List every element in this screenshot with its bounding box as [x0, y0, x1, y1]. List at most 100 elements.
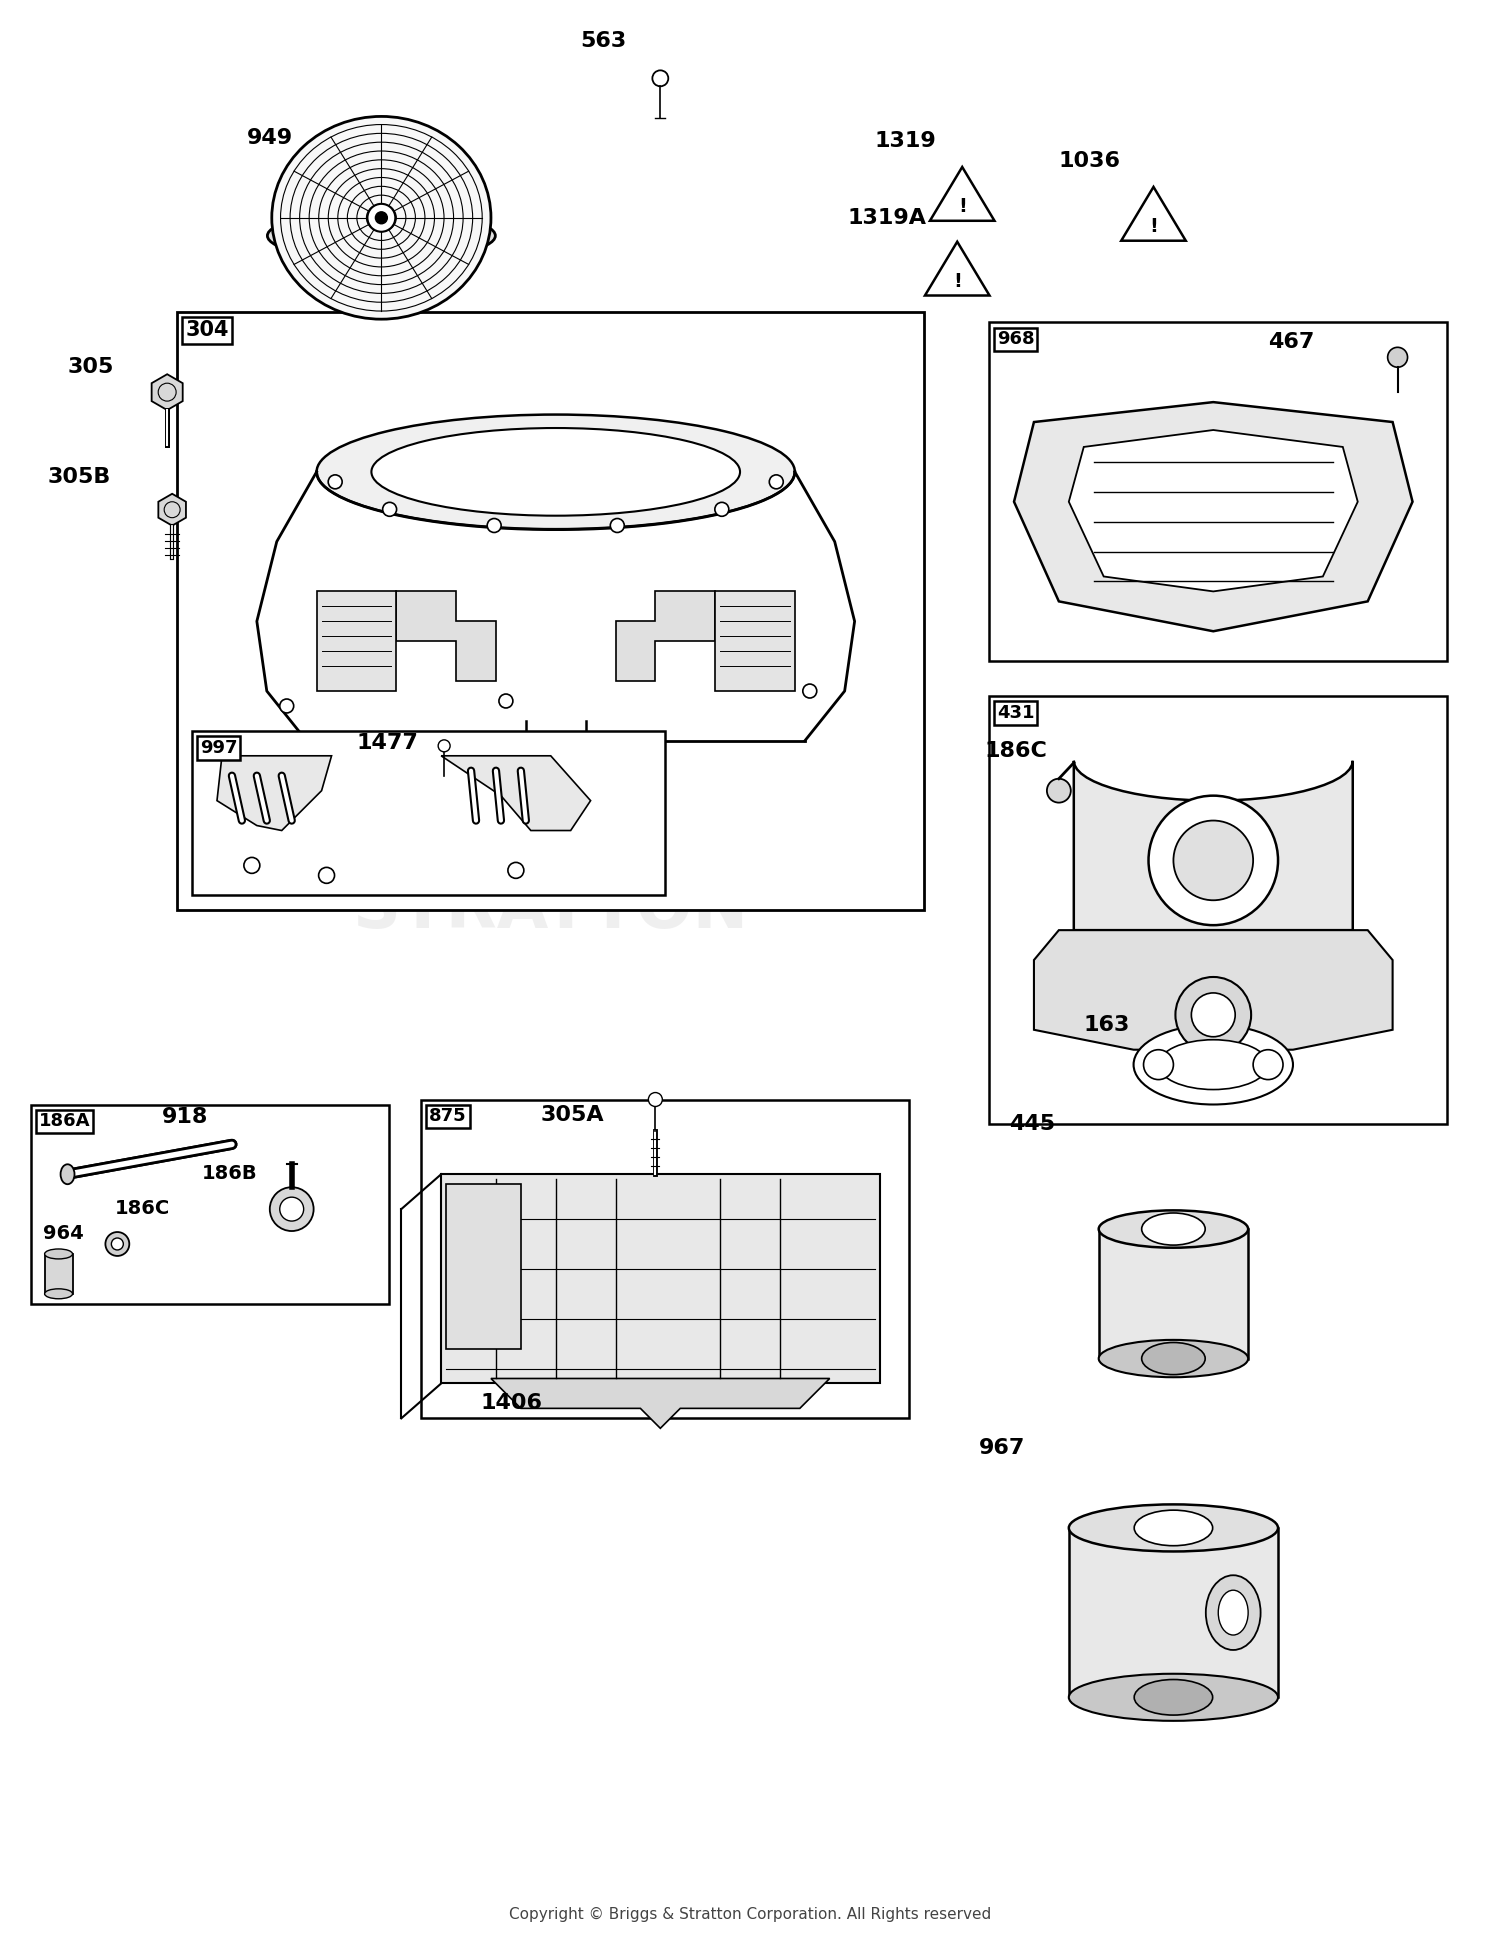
Text: 997: 997	[200, 740, 237, 757]
Bar	[988, 322, 1448, 662]
Circle shape	[1173, 821, 1252, 901]
Circle shape	[1176, 976, 1251, 1052]
Circle shape	[509, 862, 524, 879]
Polygon shape	[159, 493, 186, 526]
Polygon shape	[152, 375, 183, 410]
Bar	[1098, 1229, 1248, 1359]
Polygon shape	[316, 592, 396, 691]
Circle shape	[368, 204, 396, 231]
Ellipse shape	[1070, 1504, 1278, 1551]
Text: 186C: 186C	[114, 1200, 170, 1219]
Bar	[45, 1254, 72, 1295]
Polygon shape	[217, 755, 332, 831]
Text: 563: 563	[580, 31, 627, 52]
Circle shape	[1191, 994, 1234, 1036]
Text: 304: 304	[184, 320, 228, 340]
Text: BRIGGS &
STRATTON: BRIGGS & STRATTON	[352, 800, 748, 941]
Circle shape	[716, 503, 729, 516]
Ellipse shape	[267, 212, 495, 260]
Circle shape	[1388, 347, 1407, 367]
Text: !: !	[1149, 217, 1158, 237]
Polygon shape	[396, 592, 496, 681]
Ellipse shape	[45, 1289, 72, 1299]
Text: 1036: 1036	[1059, 151, 1120, 171]
Polygon shape	[930, 167, 994, 221]
Text: 163: 163	[1084, 1015, 1130, 1035]
Ellipse shape	[1134, 1025, 1293, 1104]
Circle shape	[802, 683, 818, 699]
Bar	[441, 1174, 879, 1384]
Ellipse shape	[1098, 1211, 1248, 1248]
Polygon shape	[615, 592, 716, 681]
Text: 467: 467	[1268, 332, 1314, 353]
Ellipse shape	[1134, 1679, 1212, 1716]
Circle shape	[500, 695, 513, 708]
Polygon shape	[1120, 186, 1186, 241]
Polygon shape	[1014, 402, 1413, 631]
Circle shape	[375, 212, 387, 223]
Text: 186C: 186C	[984, 741, 1047, 761]
Bar	[30, 1104, 390, 1304]
Circle shape	[488, 518, 501, 532]
Ellipse shape	[1070, 1673, 1278, 1722]
Text: 431: 431	[998, 705, 1035, 722]
Ellipse shape	[1158, 1040, 1268, 1089]
Circle shape	[1047, 778, 1071, 804]
Circle shape	[1252, 1050, 1282, 1079]
Text: 1477: 1477	[357, 734, 419, 753]
Bar	[1070, 1528, 1278, 1696]
Circle shape	[770, 476, 783, 489]
Circle shape	[1143, 1050, 1173, 1079]
Bar	[988, 697, 1448, 1124]
Circle shape	[648, 1093, 663, 1106]
Text: 964: 964	[42, 1225, 84, 1242]
Circle shape	[382, 503, 396, 516]
Text: 967: 967	[980, 1438, 1026, 1458]
Circle shape	[279, 1198, 303, 1221]
Ellipse shape	[1142, 1343, 1204, 1374]
Text: 186A: 186A	[39, 1112, 90, 1130]
Bar	[177, 313, 924, 910]
Polygon shape	[1074, 761, 1353, 930]
Text: 445: 445	[1010, 1114, 1054, 1134]
Polygon shape	[926, 243, 990, 295]
Text: 949: 949	[248, 128, 292, 148]
Circle shape	[328, 476, 342, 489]
Text: !: !	[952, 272, 962, 291]
Ellipse shape	[1098, 1339, 1248, 1378]
Polygon shape	[1070, 431, 1358, 592]
Text: !: !	[958, 196, 966, 215]
Ellipse shape	[1134, 1510, 1212, 1545]
Ellipse shape	[1142, 1213, 1204, 1244]
Circle shape	[244, 858, 260, 873]
Text: 186B: 186B	[202, 1165, 258, 1184]
Text: 305: 305	[68, 357, 114, 377]
Bar	[422, 1099, 909, 1419]
Circle shape	[652, 70, 669, 85]
Ellipse shape	[45, 1248, 72, 1260]
Circle shape	[279, 699, 294, 712]
Ellipse shape	[1206, 1576, 1260, 1650]
Ellipse shape	[316, 415, 795, 530]
Circle shape	[438, 740, 450, 751]
Bar	[192, 732, 666, 895]
Ellipse shape	[372, 429, 740, 516]
Polygon shape	[1034, 930, 1392, 1050]
Circle shape	[111, 1238, 123, 1250]
Text: 305A: 305A	[542, 1104, 604, 1124]
Circle shape	[105, 1233, 129, 1256]
Text: 1406: 1406	[482, 1394, 543, 1413]
Circle shape	[610, 518, 624, 532]
Text: 875: 875	[429, 1108, 466, 1126]
Circle shape	[318, 868, 334, 883]
Text: Copyright © Briggs & Stratton Corporation. All Rights reserved: Copyright © Briggs & Stratton Corporatio…	[509, 1906, 992, 1922]
Ellipse shape	[60, 1165, 75, 1184]
Text: 1319: 1319	[874, 132, 936, 151]
Text: 305B: 305B	[48, 468, 111, 487]
Polygon shape	[446, 1184, 520, 1349]
Polygon shape	[490, 1378, 830, 1429]
Ellipse shape	[1218, 1590, 1248, 1634]
Text: 1319A: 1319A	[847, 208, 927, 227]
Ellipse shape	[272, 116, 490, 318]
Polygon shape	[441, 755, 591, 831]
